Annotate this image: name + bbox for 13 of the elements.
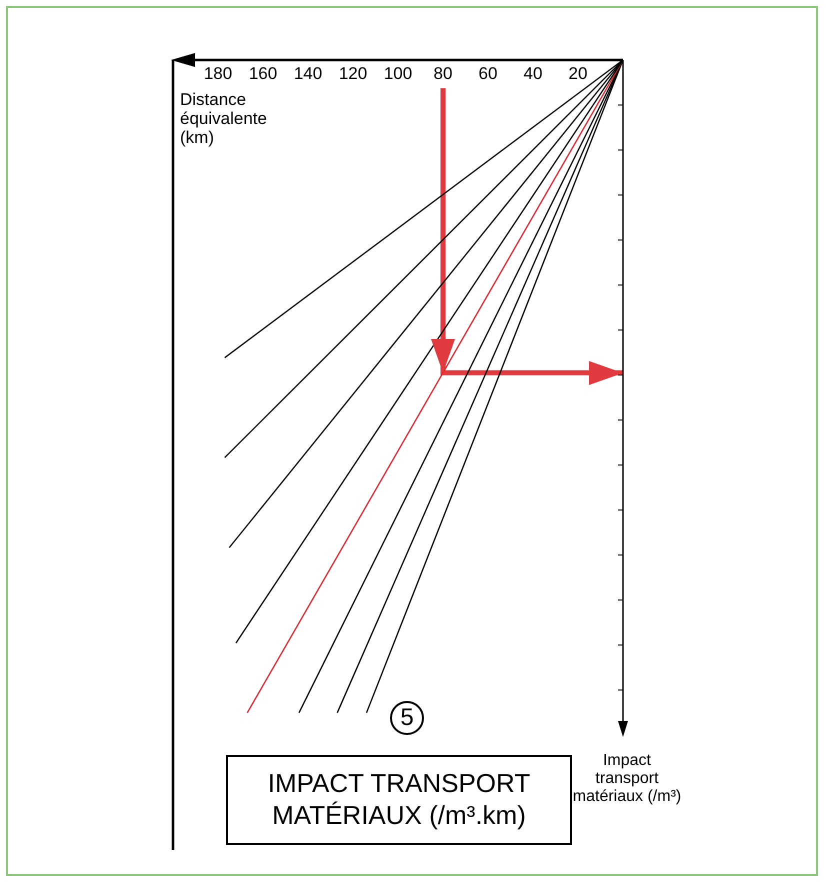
x-tick-label: 120 (338, 64, 368, 84)
text: IMPACT TRANSPORT MATÉRIAUX (/m³.km) (226, 755, 572, 845)
x-tick-label: 180 (204, 64, 232, 84)
x-tick-label: 140 (294, 64, 322, 84)
x-axis-title: Distance équivalente (km) (180, 90, 268, 147)
x-tick-label: 160 (248, 64, 278, 84)
x-tick-label: 100 (384, 64, 412, 84)
y-axis-title: Impact transport matériaux (/m³) (572, 752, 682, 806)
x-tick-label: 40 (524, 64, 542, 84)
annotation: 5 (390, 701, 424, 735)
x-tick-label: 80 (434, 64, 452, 84)
x-tick-label: 60 (478, 64, 498, 84)
x-tick-label: 20 (568, 64, 588, 84)
